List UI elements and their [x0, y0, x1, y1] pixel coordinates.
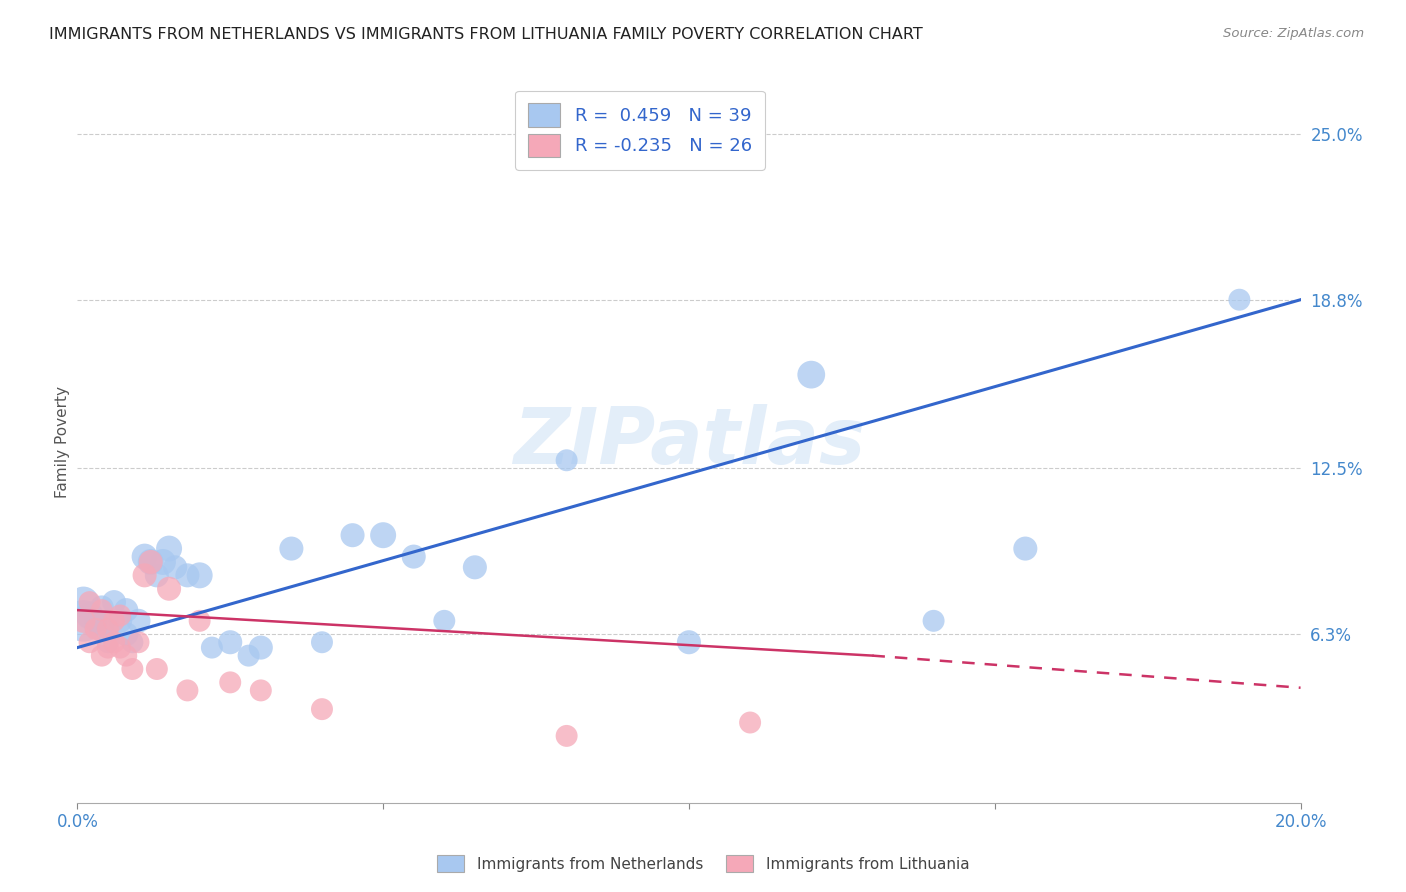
Point	[280, 541, 302, 556]
Point	[72, 614, 94, 628]
Point	[97, 635, 120, 649]
Point	[800, 368, 823, 382]
Point	[79, 635, 101, 649]
Point	[146, 568, 169, 582]
Point	[157, 541, 180, 556]
Point	[176, 568, 198, 582]
Point	[678, 635, 700, 649]
Point	[121, 635, 143, 649]
Point	[79, 608, 101, 623]
Point	[250, 683, 273, 698]
Point	[103, 595, 125, 609]
Point	[250, 640, 273, 655]
Legend: R =  0.459   N = 39, R = -0.235   N = 26: R = 0.459 N = 39, R = -0.235 N = 26	[516, 91, 765, 169]
Point	[72, 614, 94, 628]
Point	[79, 595, 101, 609]
Point	[115, 648, 138, 663]
Point	[188, 568, 211, 582]
Point	[1229, 293, 1251, 307]
Text: IMMIGRANTS FROM NETHERLANDS VS IMMIGRANTS FROM LITHUANIA FAMILY POVERTY CORRELAT: IMMIGRANTS FROM NETHERLANDS VS IMMIGRANT…	[49, 27, 922, 42]
Point	[134, 568, 156, 582]
Point	[108, 608, 131, 623]
Point	[90, 600, 112, 615]
Point	[72, 595, 94, 609]
Point	[121, 662, 143, 676]
Point	[97, 640, 120, 655]
Point	[97, 614, 120, 628]
Point	[922, 614, 945, 628]
Point	[152, 555, 174, 569]
Point	[97, 622, 120, 636]
Text: Source: ZipAtlas.com: Source: ZipAtlas.com	[1223, 27, 1364, 40]
Point	[342, 528, 364, 542]
Point	[201, 640, 224, 655]
Point	[128, 635, 150, 649]
Point	[90, 622, 112, 636]
Point	[238, 648, 260, 663]
Point	[740, 715, 762, 730]
Point	[139, 555, 162, 569]
Point	[464, 560, 486, 574]
Y-axis label: Family Poverty: Family Poverty	[55, 385, 70, 498]
Point	[108, 614, 131, 628]
Point	[103, 635, 125, 649]
Point	[555, 729, 578, 743]
Point	[1014, 541, 1036, 556]
Point	[555, 453, 578, 467]
Point	[90, 648, 112, 663]
Point	[115, 603, 138, 617]
Legend: Immigrants from Netherlands, Immigrants from Lithuania: Immigrants from Netherlands, Immigrants …	[429, 847, 977, 880]
Point	[115, 627, 138, 641]
Point	[84, 614, 107, 628]
Point	[402, 549, 425, 564]
Point	[219, 635, 242, 649]
Point	[84, 622, 107, 636]
Point	[139, 555, 162, 569]
Point	[176, 683, 198, 698]
Point	[103, 614, 125, 628]
Point	[128, 614, 150, 628]
Point	[90, 603, 112, 617]
Text: ZIPatlas: ZIPatlas	[513, 403, 865, 480]
Point	[134, 549, 156, 564]
Point	[371, 528, 394, 542]
Point	[146, 662, 169, 676]
Point	[108, 640, 131, 655]
Point	[157, 582, 180, 596]
Point	[433, 614, 456, 628]
Point	[311, 702, 333, 716]
Point	[188, 614, 211, 628]
Point	[165, 560, 187, 574]
Point	[219, 675, 242, 690]
Point	[311, 635, 333, 649]
